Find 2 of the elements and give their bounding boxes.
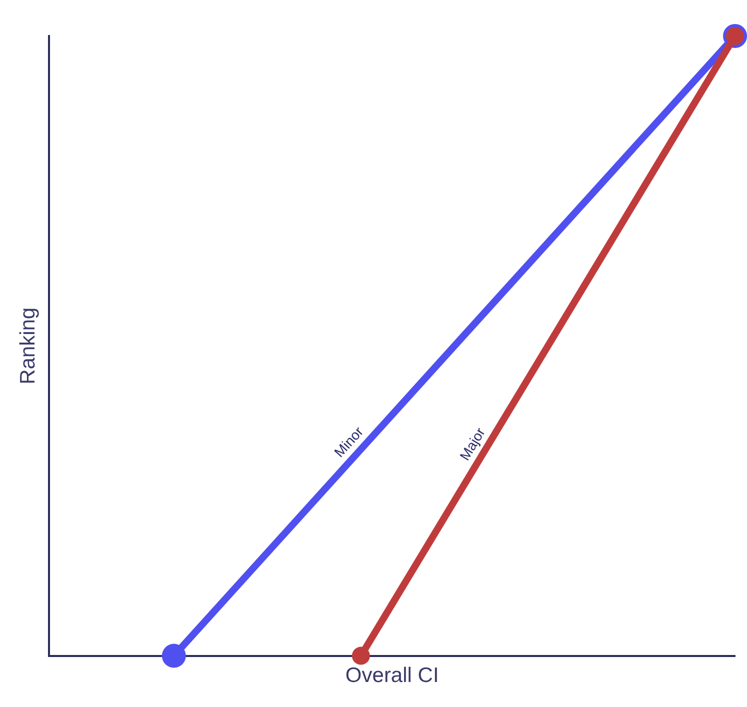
x-axis-title: Overall CI [345, 664, 439, 688]
y-axis-title: Ranking [16, 307, 40, 384]
